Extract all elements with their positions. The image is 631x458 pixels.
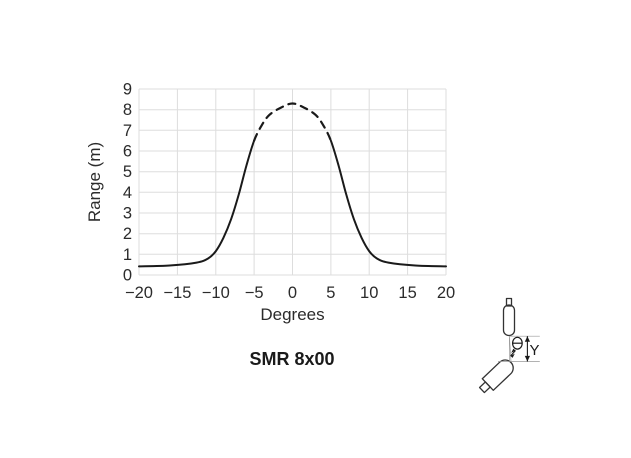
svg-text:Range (m): Range (m) xyxy=(85,142,104,222)
svg-text:0: 0 xyxy=(123,267,132,285)
svg-text:−5: −5 xyxy=(245,284,264,302)
svg-text:3: 3 xyxy=(123,205,132,223)
svg-text:15: 15 xyxy=(398,284,416,302)
svg-text:−10: −10 xyxy=(202,284,230,302)
svg-text:2: 2 xyxy=(123,225,132,243)
svg-text:5: 5 xyxy=(123,163,132,181)
svg-text:6: 6 xyxy=(123,143,132,161)
svg-text:1: 1 xyxy=(123,246,132,264)
svg-text:20: 20 xyxy=(437,284,455,302)
svg-text:SMR 8x00: SMR 8x00 xyxy=(249,349,334,369)
svg-text:0: 0 xyxy=(288,284,297,302)
svg-text:Degrees: Degrees xyxy=(260,305,324,324)
svg-text:5: 5 xyxy=(326,284,335,302)
svg-text:7: 7 xyxy=(123,122,132,140)
svg-text:−15: −15 xyxy=(163,284,191,302)
svg-text:4: 4 xyxy=(123,184,132,202)
svg-text:8: 8 xyxy=(123,101,132,119)
svg-text:Y: Y xyxy=(529,342,539,359)
svg-text:10: 10 xyxy=(360,284,378,302)
svg-text:−20: −20 xyxy=(125,284,153,302)
svg-text:9: 9 xyxy=(123,81,132,99)
